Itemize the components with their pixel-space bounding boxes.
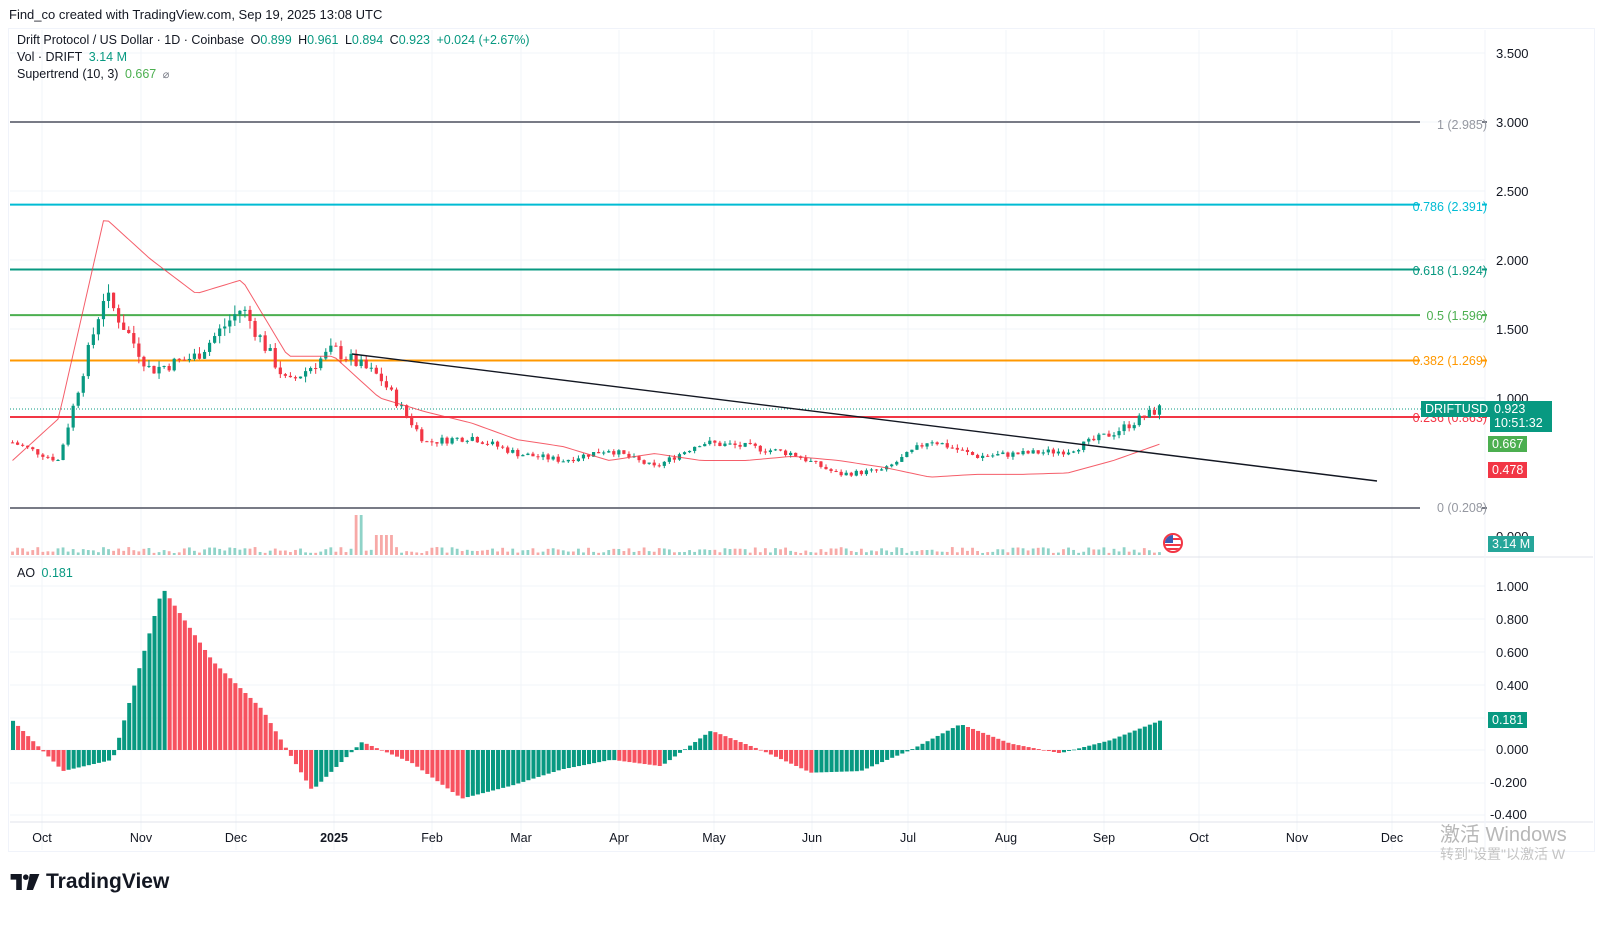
watermark-line1: 激活 Windows (1440, 824, 1567, 846)
fib-label-0618: 0.618 (1.924) (1412, 264, 1487, 278)
time-tick: Mar (510, 831, 532, 845)
time-tick: Dec (1380, 831, 1404, 845)
price-tick: 1.500 (1496, 322, 1529, 337)
ao-legend: AO 0.181 (17, 566, 76, 580)
time-tick: Nov (129, 831, 153, 845)
last-price: 0.923 (1494, 402, 1526, 416)
last-price-tag: 0.923 10:51:32 (1490, 401, 1552, 432)
fib-label-0: 0 (0.208) (1436, 501, 1487, 515)
time-tick: 2025 (320, 831, 348, 845)
time-tick: Oct (1189, 831, 1209, 845)
close-value: 0.923 (398, 33, 430, 47)
attribution: Find_co created with TradingView.com, Se… (9, 7, 383, 22)
ao-tick: 1.000 (1496, 579, 1529, 594)
ao-tag: 0.181 (1488, 712, 1528, 728)
tradingview-logo-icon (10, 874, 40, 890)
chart-frame[interactable] (8, 28, 1595, 852)
low-label: L (344, 33, 352, 47)
tradingview-logo[interactable]: TradingView (10, 870, 169, 894)
symbol-legend: Drift Protocol / US Dollar · 1D · Coinba… (17, 33, 533, 47)
volume-tag: 3.14 M (1488, 536, 1535, 552)
fib-label-05: 0.5 (1.596) (1426, 309, 1487, 323)
logo-text: TradingView (46, 870, 170, 893)
time-tick: Nov (1285, 831, 1309, 845)
time-tick: May (702, 831, 726, 845)
supertrend-down-tag: 0.478 (1488, 462, 1528, 478)
volume-label[interactable]: Vol · DRIFT (17, 50, 83, 64)
time-tick: Oct (32, 831, 52, 845)
ao-tick: -0.200 (1490, 775, 1527, 790)
price-tick: 2.000 (1496, 253, 1529, 268)
ao-tick: 0.600 (1496, 645, 1529, 660)
supertrend-up-tag: 0.667 (1488, 436, 1528, 452)
supertrend-legend: Supertrend (10, 3) 0.667 ⌀ (17, 67, 172, 81)
time-tick: Feb (421, 831, 443, 845)
high-value: 0.961 (307, 33, 339, 47)
fib-label-0382: 0.382 (1.269) (1412, 354, 1487, 368)
close-label: C (389, 33, 399, 47)
countdown: 10:51:32 (1494, 416, 1543, 430)
price-tick: 0.000 (1496, 529, 1529, 537)
watermark-line2: 转到"设置"以激活 W (1440, 846, 1566, 862)
time-tick: Dec (224, 831, 248, 845)
ao-tick: 0.800 (1496, 612, 1529, 627)
fib-label-0786: 0.786 (2.391) (1412, 200, 1487, 214)
ao-tick: 0.000 (1496, 742, 1529, 757)
volume-legend: Vol · DRIFT 3.14 M (17, 50, 130, 64)
time-tick: Jun (801, 831, 823, 845)
high-label: H (298, 33, 308, 47)
symbol-title[interactable]: Drift Protocol / US Dollar · 1D · Coinba… (17, 33, 245, 47)
symbol-tag: DRIFTUSD (1421, 401, 1493, 417)
open-value: 0.899 (260, 33, 292, 47)
time-tick: Aug (994, 831, 1018, 845)
price-tick: 2.500 (1496, 184, 1529, 199)
ao-value: 0.181 (41, 566, 73, 580)
volume-value: 3.14 M (88, 50, 127, 64)
open-label: O (250, 33, 261, 47)
supertrend-label[interactable]: Supertrend (10, 3) (17, 67, 119, 81)
ao-tick: 0.400 (1496, 678, 1529, 693)
low-value: 0.894 (351, 33, 384, 47)
time-tick: Jul (900, 831, 916, 845)
hidden-eye-icon[interactable]: ⌀ (162, 69, 170, 81)
supertrend-value: 0.667 (124, 67, 157, 81)
price-tick: 3.000 (1496, 115, 1529, 130)
us-flag-icon[interactable] (1163, 533, 1183, 553)
price-tick: 3.500 (1496, 46, 1529, 61)
change-value: +0.024 (+2.67%) (436, 33, 530, 47)
time-tick: Apr (609, 831, 629, 845)
ao-label[interactable]: AO (17, 566, 36, 580)
time-tick: Sep (1092, 831, 1116, 845)
fib-label-1: 1 (2.985) (1436, 118, 1487, 132)
ao-tick: -0.400 (1490, 807, 1527, 822)
